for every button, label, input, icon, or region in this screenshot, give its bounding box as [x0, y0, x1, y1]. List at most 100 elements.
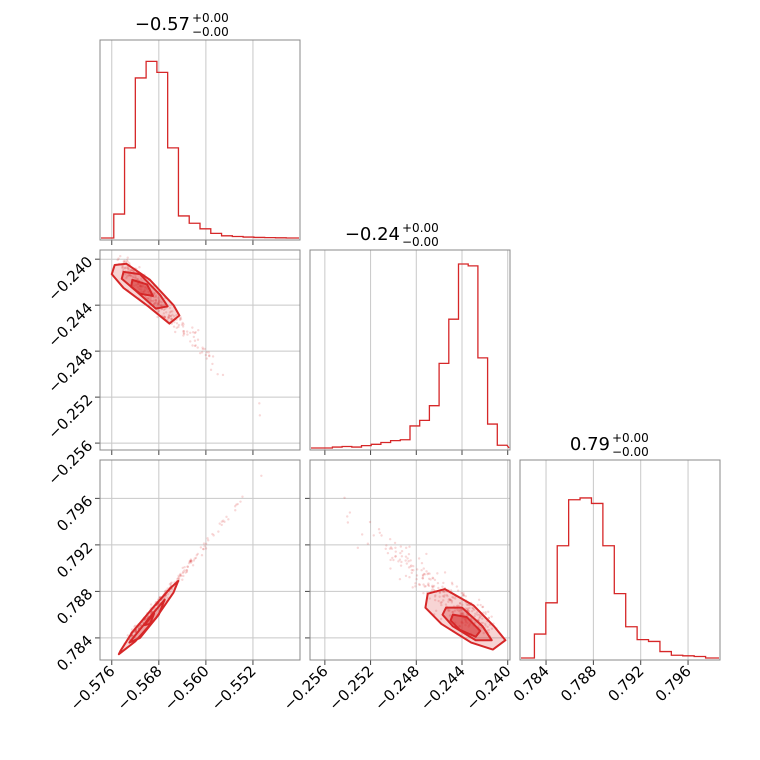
xtick-label-p0-2: −0.560 [161, 662, 213, 714]
xtick-label-p1-1: −0.252 [325, 662, 377, 714]
joint-p0-p1-point-60 [165, 311, 168, 314]
joint-p0-p2-point-39 [186, 565, 190, 569]
joint-p1-p2-point-105 [427, 582, 430, 585]
joint-p1-p2-point-60 [433, 578, 437, 582]
joint-p0-p1-point-231 [154, 301, 157, 305]
joint-p0-p1-point-75 [170, 317, 174, 321]
joint-p1-p2-point-196 [449, 589, 453, 592]
joint-p0-p1-point-87 [167, 316, 170, 319]
joint-p0-p1-point-255 [124, 266, 127, 269]
joint-p1-p2-point-82 [461, 603, 464, 606]
joint-p0-p1-point-11 [129, 268, 133, 272]
joint-p0-p1-point-132 [121, 266, 124, 270]
joint-p1-p2-point-90 [442, 599, 445, 602]
joint-p0-p1-point-69 [158, 298, 161, 302]
joint-p0-p1-point-96 [170, 317, 173, 320]
joint-p1-p2-point-268 [481, 605, 485, 609]
joint-p0-p1-point-164 [154, 298, 157, 302]
joint-p1-p2-point-221 [399, 564, 403, 567]
joint-p0-p1-point-142 [127, 267, 130, 271]
joint-p0-p2-point-54 [163, 590, 167, 593]
joint-p0-p1-point-17 [208, 354, 211, 357]
joint-p1-p2-point-13 [462, 594, 466, 597]
joint-p0-p2-point-2 [183, 565, 186, 569]
joint-p0-p2-point-247 [218, 522, 221, 525]
joint-p0-p2-point-121 [220, 523, 223, 527]
joint-p1-p2-point-207 [484, 611, 487, 614]
joint-p0-p1-point-6 [131, 269, 135, 273]
joint-p1-p2-point-171 [460, 613, 464, 616]
joint-p0-p1-point-238 [208, 354, 211, 358]
joint-p1-p2-point-103 [459, 609, 463, 612]
joint-p1-p2-point-51 [441, 594, 445, 598]
joint-p1-p2-point-146 [472, 607, 475, 610]
param-1-lower: −0.00 [192, 25, 229, 39]
hist-2-frame [309, 249, 511, 451]
joint-p0-p1-point-239 [116, 258, 119, 262]
joint-p1-p2-point-18 [389, 546, 393, 549]
joint-p0-p1-point-123 [221, 373, 225, 377]
joint-p1-p2-point-194 [410, 571, 413, 575]
joint-p0-p1-point-48 [160, 304, 163, 307]
joint-p1-p2-point-81 [431, 584, 434, 588]
joint-p0-p1-point-175 [258, 402, 261, 405]
joint-p0-p2-point-31 [241, 495, 244, 498]
joint-p1-p2-point-135 [481, 621, 484, 625]
joint-p0-p2-point-63 [188, 560, 191, 563]
joint-p0-p1-point-82 [181, 321, 184, 325]
joint-p1-p2-point-158 [487, 610, 490, 613]
joint-p0-p1-point-194 [182, 330, 185, 333]
param-2-title: −0.24 [345, 224, 400, 245]
joint-p1-p2-point-22 [414, 585, 417, 588]
param-1-title: −0.57 [135, 14, 190, 35]
joint-p0-p1-point-14 [127, 274, 130, 277]
joint-p1-p2-point-24 [462, 593, 465, 596]
joint-p0-p1-point-190 [125, 259, 129, 262]
joint-p1-p2-point-252 [456, 608, 459, 611]
ytick-label-p2-0: 0.784 [53, 632, 96, 675]
joint-p0-p1-point-19 [180, 323, 184, 326]
joint-p1-p2-point-33 [388, 537, 392, 541]
joint-p0-p1-point-36 [126, 260, 129, 263]
joint-p1-p2-point-287 [438, 591, 442, 594]
joint-p1-p2-point-3 [390, 547, 394, 550]
xtick-label-p0-1: −0.568 [114, 662, 166, 714]
joint-p0-p1-point-169 [179, 316, 183, 319]
joint-p1-p2-point-127 [427, 572, 430, 575]
joint-p0-p1-point-56 [171, 310, 174, 313]
joint-p0-p1-point-76 [125, 276, 128, 280]
joint-p1-p2-point-286 [466, 608, 469, 611]
joint-p1-p2-point-28 [393, 541, 397, 545]
joint-p1-p2-point-41 [427, 577, 431, 580]
joint-p0-p1-frame [99, 249, 301, 451]
joint-p0-p1-point-158 [216, 373, 219, 376]
joint-p0-p1-point-45 [164, 307, 167, 311]
joint-p1-p2-point-65 [466, 607, 469, 610]
joint-p1-p2-point-69 [424, 584, 427, 588]
joint-p1-p2-point-161 [425, 570, 428, 573]
joint-p1-p2-point-177 [405, 562, 409, 565]
joint-p1-p2-point-95 [389, 558, 392, 562]
joint-p0-p2-point-7 [194, 556, 198, 560]
joint-p0-p1-point-74 [191, 331, 195, 334]
joint-p1-p2-point-49 [372, 534, 375, 537]
joint-p0-p2-point-29 [189, 559, 192, 563]
joint-p1-p2-point-29 [443, 594, 446, 597]
joint-p0-p2-point-120 [168, 582, 172, 586]
joint-p1-p2-point-168 [458, 602, 462, 605]
joint-p0-p1-point-141 [149, 299, 152, 302]
joint-p1-p2-point-269 [398, 577, 402, 581]
joint-p0-p1-point-208 [157, 296, 160, 300]
joint-p1-p2-point-223 [431, 577, 435, 580]
joint-p0-p1-point-245 [258, 414, 262, 417]
joint-p0-p2-point-202 [182, 570, 185, 573]
joint-p1-p2-point-274 [422, 583, 425, 586]
joint-p1-p2-point-266 [423, 585, 426, 588]
joint-p0-p1-point-184 [152, 299, 155, 302]
joint-p1-p2-point-218 [407, 552, 411, 556]
joint-p1-p2-point-1 [421, 576, 424, 580]
joint-p0-p1-point-54 [129, 274, 132, 277]
joint-p1-p2-point-245 [411, 586, 414, 589]
joint-p1-p2-point-94 [468, 606, 471, 610]
joint-p0-p2-point-164 [201, 547, 205, 551]
